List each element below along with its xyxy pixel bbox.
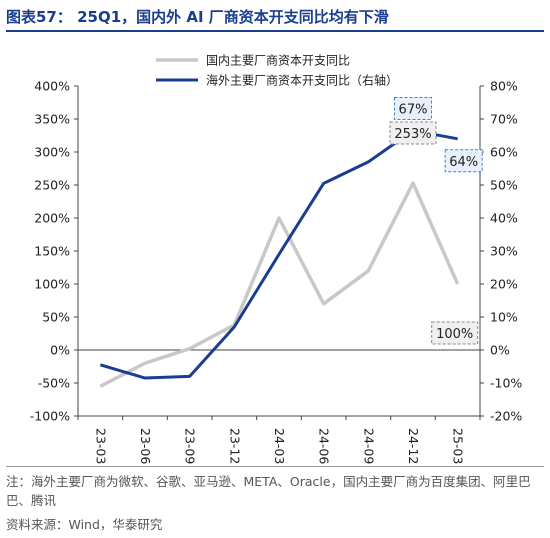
callout-box — [431, 321, 479, 345]
right-tick-label: 20% — [490, 277, 518, 292]
left-tick-label: 50% — [42, 310, 70, 325]
callout-label: 67% — [399, 103, 428, 118]
left-tick-label: 100% — [34, 277, 70, 292]
chart-title-bar: 图表57： 25Q1，国内外 AI 厂商资本开支同比均有下滑 — [6, 6, 544, 32]
left-tick-label: 250% — [34, 178, 70, 193]
callout-box — [389, 121, 437, 145]
right-tick-label: 10% — [490, 310, 518, 325]
left-tick-label: 300% — [34, 145, 70, 160]
left-tick-label: -50% — [38, 376, 70, 391]
legend-domestic-label: 国内主要厂商资本开支同比 — [206, 53, 350, 68]
x-tick-label: 24-03 — [272, 428, 287, 464]
x-tick-label: 23-09 — [183, 428, 198, 464]
left-tick-label: 400% — [34, 79, 70, 94]
callout-box — [444, 149, 483, 173]
domestic-series-line — [99, 181, 460, 388]
right-tick-label: 80% — [490, 79, 518, 94]
x-tick-label: 23-06 — [138, 428, 153, 464]
right-tick-label: 70% — [490, 112, 518, 127]
x-tick-label: 23-12 — [227, 428, 242, 464]
left-tick-label: -100% — [30, 409, 70, 424]
left-tick-label: 150% — [34, 244, 70, 259]
right-tick-label: 60% — [490, 145, 518, 160]
callout-label: 253% — [394, 127, 431, 142]
source-note: 资料来源：Wind，华泰研究 — [6, 517, 163, 532]
right-tick-label: -10% — [490, 376, 522, 391]
right-tick-label: 30% — [490, 244, 518, 259]
right-tick-label: 50% — [490, 178, 518, 193]
legend-overseas-label: 海外主要厂商资本开支同比（右轴） — [206, 73, 398, 88]
right-tick-label: -20% — [490, 409, 522, 424]
footnote-divider — [6, 466, 544, 467]
left-tick-label: 200% — [34, 211, 70, 226]
x-tick-label: 25-03 — [451, 428, 466, 464]
footnote: 注：海外主要厂商为微软、谷歌、亚马逊、META、Oracle，国内主要厂商为百度… — [6, 474, 531, 508]
left-tick-label: 0% — [50, 343, 70, 358]
x-tick-label: 24-09 — [361, 428, 376, 464]
chart-title: 图表57： 25Q1，国内外 AI 厂商资本开支同比均有下滑 — [6, 8, 389, 26]
left-tick-label: 350% — [34, 112, 70, 127]
x-tick-label: 24-06 — [317, 428, 332, 464]
callout-label: 100% — [436, 327, 473, 342]
callout-box — [394, 97, 432, 121]
right-tick-label: 40% — [490, 211, 518, 226]
x-tick-label: 23-03 — [93, 428, 108, 464]
callout-label: 64% — [449, 155, 478, 170]
x-tick-label: 24-12 — [406, 428, 421, 464]
right-tick-label: 0% — [490, 343, 510, 358]
chart-canvas: -100% -50% 0% 50% 100% 150% 200% 250% 300% 350% 40… — [30, 53, 523, 465]
